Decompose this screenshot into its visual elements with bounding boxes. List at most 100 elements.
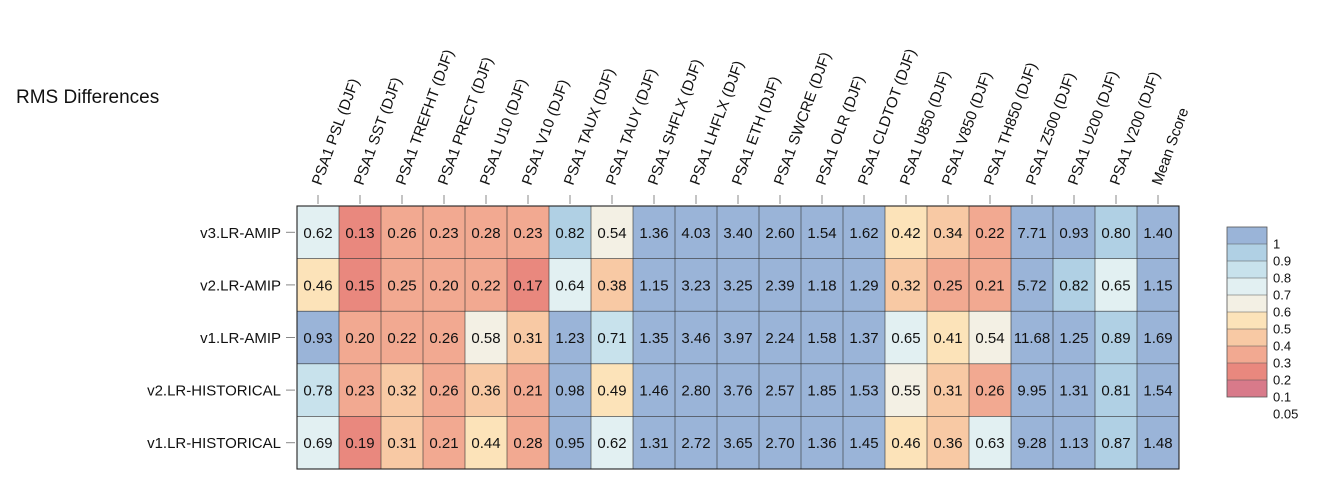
heatmap-cell (339, 416, 381, 469)
heatmap-cell (1137, 416, 1179, 469)
heatmap-cell (423, 258, 465, 312)
cell-value-label: 9.95 (1017, 383, 1046, 400)
cell-value-label: 0.26 (429, 330, 458, 347)
cell-value-label: 1.69 (1143, 330, 1172, 347)
colorbar-swatch (1227, 380, 1267, 397)
cell-value-label: 0.44 (471, 435, 500, 452)
cell-value-label: 0.21 (975, 277, 1004, 294)
cell-value-label: 0.22 (387, 330, 416, 347)
cell-value-label: 0.80 (1101, 225, 1130, 242)
cell-value-label: 1.18 (807, 277, 836, 294)
cell-value-label: 0.82 (1059, 277, 1088, 294)
heatmap-cell (297, 206, 339, 259)
colorbar-swatch (1227, 227, 1267, 244)
cell-value-label: 0.20 (429, 277, 458, 294)
cell-value-label: 0.64 (555, 277, 584, 294)
cell-value-label: 1.31 (639, 435, 668, 452)
heatmap-cell (507, 416, 549, 469)
cell-value-label: 0.28 (471, 225, 500, 242)
heatmap-cell (1137, 363, 1179, 417)
cell-value-label: 1.40 (1143, 225, 1172, 242)
heatmap-cell (843, 258, 885, 312)
cell-value-label: 0.58 (471, 330, 500, 347)
cell-value-label: 0.63 (975, 435, 1004, 452)
cell-value-label: 0.32 (891, 277, 920, 294)
heatmap-cell (1095, 416, 1137, 469)
cell-value-label: 0.26 (387, 225, 416, 242)
heatmap-cell (549, 363, 591, 417)
cell-value-label: 0.23 (513, 225, 542, 242)
heatmap-cell (381, 311, 423, 364)
heatmap-cell (717, 258, 759, 312)
heatmap-cell (1137, 311, 1179, 364)
heatmap-cell (549, 416, 591, 469)
cell-value-label: 3.65 (723, 435, 752, 452)
heatmap-cell (717, 311, 759, 364)
cell-value-label: 1.25 (1059, 330, 1088, 347)
cell-value-label: 1.48 (1143, 435, 1172, 452)
cell-value-label: 1.15 (639, 277, 668, 294)
heatmap-cell (801, 206, 843, 259)
heatmap-cell (507, 206, 549, 259)
cell-value-label: 0.93 (1059, 225, 1088, 242)
heatmap-cell (1137, 258, 1179, 312)
cell-value-label: 0.62 (303, 225, 332, 242)
cell-value-label: 0.21 (429, 435, 458, 452)
cell-value-label: 2.60 (765, 225, 794, 242)
heatmap-cell (549, 258, 591, 312)
cell-value-label: 0.22 (471, 277, 500, 294)
heatmap-cell (801, 363, 843, 417)
heatmap-cell (423, 416, 465, 469)
cell-value-label: 1.35 (639, 330, 668, 347)
heatmap-cell (801, 416, 843, 469)
heatmap-cell (927, 258, 969, 312)
cell-value-label: 1.23 (555, 330, 584, 347)
cell-value-label: 0.54 (597, 225, 626, 242)
heatmap-cell (927, 416, 969, 469)
heatmap-cell (423, 206, 465, 259)
cell-value-label: 1.36 (807, 435, 836, 452)
heatmap-cell (507, 311, 549, 364)
heatmap-cell (1053, 363, 1095, 417)
cell-value-label: 0.22 (975, 225, 1004, 242)
heatmap-cell (801, 311, 843, 364)
heatmap-cell (297, 363, 339, 417)
cell-value-label: 4.03 (681, 225, 710, 242)
cell-value-label: 0.32 (387, 383, 416, 400)
heatmap-cell (297, 311, 339, 364)
heatmap-cell (927, 206, 969, 259)
heatmap-cell (1011, 416, 1053, 469)
cell-value-label: 0.54 (975, 330, 1004, 347)
colorbar-label: 1 (1273, 237, 1280, 252)
heatmap-cell (717, 416, 759, 469)
cell-value-label: 2.57 (765, 383, 794, 400)
cell-value-label: 0.65 (891, 330, 920, 347)
heatmap-cell (885, 311, 927, 364)
heatmap-cell (759, 206, 801, 259)
cell-value-label: 1.15 (1143, 277, 1172, 294)
cell-value-label: 0.41 (933, 330, 962, 347)
cell-value-label: 0.20 (345, 330, 374, 347)
heatmap-cell (1095, 258, 1137, 312)
cell-value-label: 1.29 (849, 277, 878, 294)
colorbar-label: 0.05 (1273, 407, 1298, 422)
heatmap-cell (675, 416, 717, 469)
cell-value-label: 0.78 (303, 383, 332, 400)
cell-value-label: 2.39 (765, 277, 794, 294)
cell-value-label: 2.24 (765, 330, 794, 347)
cell-value-label: 0.31 (513, 330, 542, 347)
heatmap-cell (381, 416, 423, 469)
cell-value-label: 1.13 (1059, 435, 1088, 452)
heatmap-cell (1053, 206, 1095, 259)
heatmap-cell (927, 311, 969, 364)
heatmap-cell (843, 416, 885, 469)
colorbar-label: 0.7 (1273, 288, 1291, 303)
cell-value-label: 1.46 (639, 383, 668, 400)
colorbar-label: 0.8 (1273, 271, 1291, 286)
cell-value-label: 0.25 (933, 277, 962, 294)
heatmap-cell (1011, 311, 1053, 364)
heatmap-cell (843, 206, 885, 259)
cell-value-label: 0.82 (555, 225, 584, 242)
heatmap-cell (1053, 416, 1095, 469)
heatmap-cell (675, 258, 717, 312)
